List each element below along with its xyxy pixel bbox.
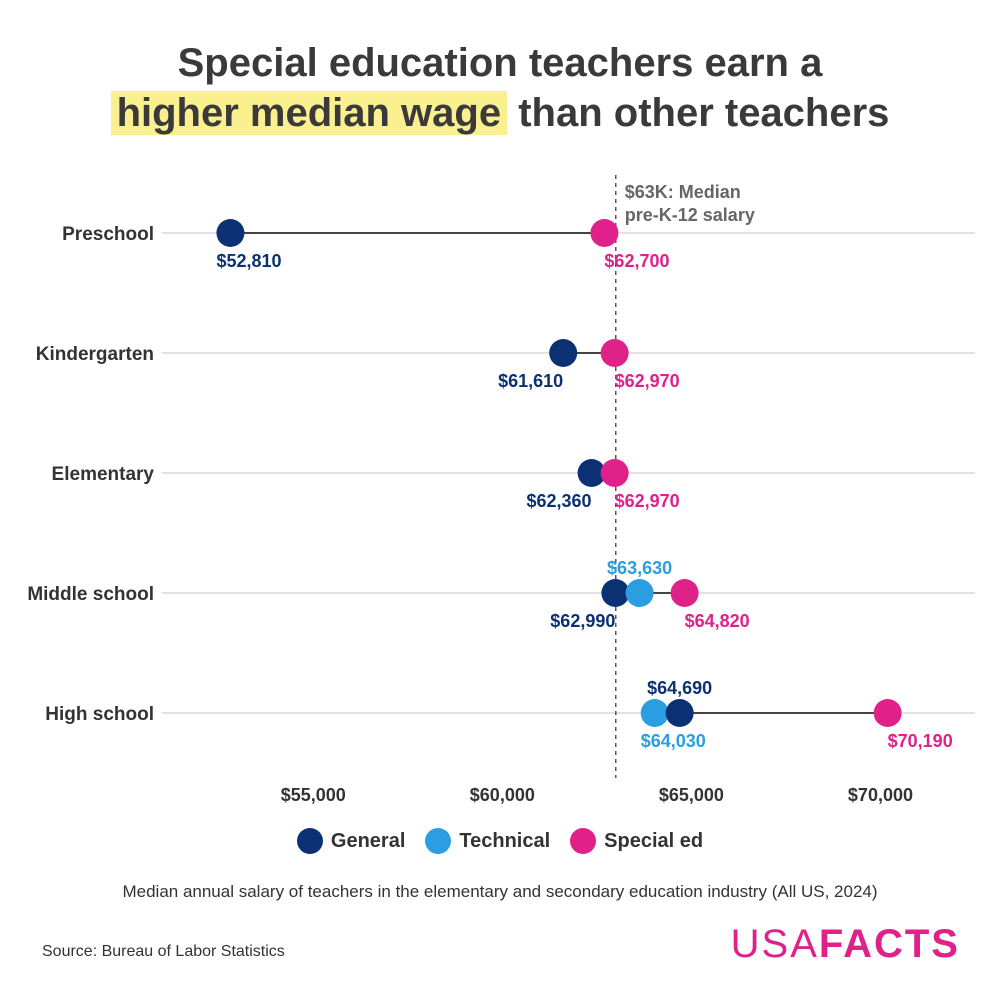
reference-label-line-1: $63K: Median — [625, 182, 741, 202]
value-label-high-school-technical: $64,030 — [641, 731, 706, 751]
value-label-middle-school-special-ed: $64,820 — [685, 611, 750, 631]
title-line-1: Special education teachers earn a — [177, 41, 823, 85]
legend-swatch-general — [296, 828, 323, 854]
value-label-high-school-general: $64,690 — [647, 678, 712, 698]
point-high-school-general — [665, 699, 694, 727]
dumbbell-chart: Preschool Kindergarten Elementary Middle sc… — [27, 175, 975, 805]
point-kindergarten-general — [549, 339, 578, 367]
legend-label-technical: Technical — [459, 829, 551, 852]
value-label-kindergarten-special-ed: $62,970 — [615, 371, 680, 391]
point-preschool-special-ed — [590, 219, 619, 247]
category-label-preschool: Preschool — [62, 224, 154, 245]
x-tick-label-70000: $70,000 — [848, 785, 913, 805]
chart-title: Special education teachers earn a higher… — [0, 38, 1000, 138]
point-middle-school-general — [601, 579, 630, 607]
title-line-2-rest: than other teachers — [507, 91, 890, 135]
x-tick-label-60000: $60,000 — [470, 785, 535, 805]
category-label-elementary: Elementary — [52, 464, 155, 485]
x-tick-label-55000: $55,000 — [281, 785, 346, 805]
point-high-school-special-ed — [873, 699, 902, 727]
legend-item-technical: Technical — [425, 828, 550, 854]
value-label-preschool-special-ed: $62,700 — [604, 251, 669, 271]
title-highlight: higher median wage — [110, 91, 508, 135]
value-label-preschool-general: $52,810 — [216, 251, 281, 271]
point-elementary-special-ed — [600, 459, 629, 487]
category-label-kindergarten: Kindergarten — [36, 344, 154, 365]
legend-item-special-ed: Special ed — [570, 828, 703, 854]
legend-label-special-ed: Special ed — [604, 829, 704, 852]
x-tick-label-65000: $65,000 — [659, 785, 724, 805]
point-preschool-general — [216, 219, 245, 247]
legend-swatch-technical — [425, 828, 452, 854]
point-middle-school-special-ed — [670, 579, 699, 607]
legend-swatch-special-ed — [570, 828, 597, 854]
value-label-elementary-general: $62,360 — [526, 491, 591, 511]
logo-usa: USA — [730, 922, 819, 966]
value-label-middle-school-technical: $63,630 — [607, 558, 672, 578]
legend-label-general: General — [330, 829, 406, 852]
reference-label-line-2: pre-K-12 salary — [625, 205, 755, 225]
value-label-elementary-special-ed: $62,970 — [615, 491, 680, 511]
point-elementary-general — [577, 459, 606, 487]
value-label-high-school-special-ed: $70,190 — [888, 731, 953, 751]
category-label-middle-school: Middle school — [27, 584, 154, 605]
category-label-high-school: High school — [45, 704, 154, 725]
title-line-2: higher median wage than other teachers — [0, 88, 1000, 138]
logo-facts: FACTS — [818, 922, 960, 966]
usafacts-logo: USAFACTS — [731, 922, 960, 967]
value-label-middle-school-general: $62,990 — [550, 611, 615, 631]
chart-caption: Median annual salary of teachers in the … — [122, 882, 878, 901]
source-note: Source: Bureau of Labor Statistics — [42, 943, 285, 960]
point-middle-school-technical — [625, 579, 654, 607]
value-label-kindergarten-general: $61,610 — [498, 371, 563, 391]
point-kindergarten-special-ed — [600, 339, 629, 367]
legend: General Technical Special ed — [0, 828, 1000, 854]
legend-item-general: General — [296, 828, 406, 854]
point-high-school-technical — [640, 699, 669, 727]
